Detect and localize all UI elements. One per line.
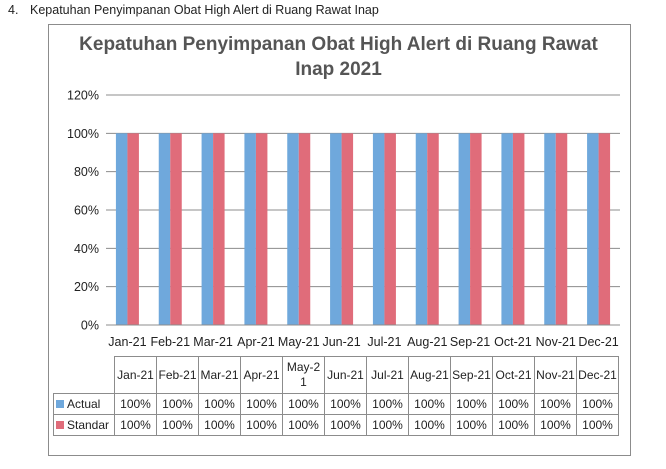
bar-actual: [330, 133, 342, 325]
bar-standar: [298, 133, 311, 325]
data-label-standar: 100%: [492, 414, 535, 436]
y-tick-label: 60%: [74, 204, 99, 218]
bar-actual: [587, 133, 599, 325]
bar-actual: [415, 133, 428, 325]
bar-standar: [555, 133, 568, 325]
data-label-standar: 100%: [366, 414, 409, 436]
data-label-actual: 100%: [534, 393, 577, 415]
x-tick-label: Oct-21: [494, 335, 532, 349]
bar-actual: [287, 133, 299, 325]
x-tick-label: May-21: [278, 335, 320, 349]
bar-actual: [201, 133, 214, 325]
data-table-header-cell: Feb-21: [156, 356, 199, 394]
data-label-standar: 100%: [282, 414, 325, 436]
data-label-actual: 100%: [282, 393, 325, 415]
bar-actual: [244, 133, 256, 325]
data-label-actual: 100%: [156, 393, 199, 415]
data-table-header-cell: Jul-21: [366, 356, 409, 394]
bar-standar: [213, 133, 225, 325]
data-table-header-cell: Oct-21: [492, 356, 535, 394]
data-label-standar: 100%: [156, 414, 199, 436]
section-title: Kepatuhan Penyimpanan Obat High Alert di…: [30, 3, 379, 17]
data-label-actual: 100%: [324, 393, 367, 415]
data-table-header-cell: Apr-21: [240, 356, 283, 394]
data-table-header-cell: Mar-21: [198, 356, 241, 394]
y-tick-label: 20%: [74, 280, 99, 294]
legend-item-actual: Actual: [53, 393, 115, 415]
section-heading: 4. Kepatuhan Penyimpanan Obat High Alert …: [8, 3, 379, 17]
bar-actual: [501, 133, 513, 325]
bar-standar: [427, 133, 439, 325]
data-label-standar: 100%: [534, 414, 577, 436]
x-tick-label: Jul-21: [367, 335, 401, 349]
data-label-standar: 100%: [114, 414, 157, 436]
data-table: Jan-21 Feb-21 Mar-21 Apr-21 May-2 1 Jun-21 Jul…: [53, 356, 619, 436]
chart-title-line-2: Inap 2021: [295, 59, 382, 80]
bar-standar: [512, 133, 525, 325]
data-table-header-cell: Dec-21: [576, 356, 619, 394]
data-table-header-cell: May-2 1: [282, 356, 325, 394]
x-tick-label: Mar-21: [193, 335, 233, 349]
bar-standar: [384, 133, 396, 325]
data-label-actual: 100%: [450, 393, 493, 415]
legend-label-standar: Standar: [67, 418, 110, 432]
y-tick-label: 0%: [81, 319, 99, 333]
x-tick-label: Nov-21: [536, 335, 576, 349]
bar-standar: [255, 133, 268, 325]
legend-item-standar: Standar: [53, 414, 115, 436]
bar-actual: [458, 133, 471, 325]
data-label-actual: 100%: [576, 393, 619, 415]
data-label-standar: 100%: [240, 414, 283, 436]
data-label-actual: 100%: [198, 393, 241, 415]
chart-title: Kepatuhan Penyimpanan Obat High Alert di…: [48, 32, 629, 82]
chart-title-line-1: Kepatuhan Penyimpanan Obat High Alert di…: [79, 34, 598, 55]
legend-label-actual: Actual: [67, 397, 101, 411]
data-table-row-actual: Actual 100% 100% 100% 100% 100% 100% 100% 100% 1…: [53, 393, 619, 415]
data-table-corner: [53, 356, 115, 394]
data-table-row-standar: Standar 100% 100% 100% 100% 100% 100% 100% 100%…: [53, 414, 619, 436]
data-table-header-cell: Jun-21: [324, 356, 367, 394]
data-label-actual: 100%: [408, 393, 451, 415]
x-tick-label: Sep-21: [450, 335, 490, 349]
data-label-actual: 100%: [366, 393, 409, 415]
bar-standar: [127, 133, 139, 325]
y-tick-label: 100%: [67, 127, 99, 141]
x-tick-label: Dec-21: [578, 335, 618, 349]
x-tick-label: Jan-21: [108, 335, 146, 349]
data-label-actual: 100%: [114, 393, 157, 415]
bar-standar: [170, 133, 182, 325]
bar-actual: [544, 133, 556, 325]
legend-swatch-standar: [56, 421, 64, 429]
y-tick-label: 80%: [74, 165, 99, 179]
data-label-actual: 100%: [240, 393, 283, 415]
data-label-standar: 100%: [198, 414, 241, 436]
bar-chart: 0% 20% 40% 60% 80% 100% 120% Jan-21 Feb-21 Mar-21…: [67, 89, 620, 349]
data-table-header-row: Jan-21 Feb-21 Mar-21 Apr-21 May-2 1 Jun-21 Jul…: [53, 356, 619, 394]
data-table-header-cell: Aug-21: [408, 356, 451, 394]
data-label-actual: 100%: [492, 393, 535, 415]
x-tick-label: Apr-21: [237, 335, 275, 349]
y-tick-label: 120%: [67, 89, 99, 103]
data-table-header-cell: Nov-21: [534, 356, 577, 394]
legend-swatch-actual: [56, 400, 64, 408]
bar-actual: [372, 133, 385, 325]
data-label-standar: 100%: [408, 414, 451, 436]
data-label-standar: 100%: [576, 414, 619, 436]
x-tick-label: Feb-21: [150, 335, 190, 349]
bar-standar: [470, 133, 482, 325]
data-table-header-cell: Sep-21: [450, 356, 493, 394]
bar-standar: [341, 133, 354, 325]
section-number: 4.: [8, 3, 19, 17]
bar-actual: [115, 133, 128, 325]
bar-standar: [598, 133, 611, 325]
x-tick-label: Aug-21: [407, 335, 447, 349]
data-label-standar: 100%: [324, 414, 367, 436]
bar-actual: [158, 133, 171, 325]
data-label-standar: 100%: [450, 414, 493, 436]
data-table-header-cell: Jan-21: [114, 356, 157, 394]
x-tick-label: Jun-21: [322, 335, 360, 349]
y-tick-label: 40%: [74, 242, 99, 256]
